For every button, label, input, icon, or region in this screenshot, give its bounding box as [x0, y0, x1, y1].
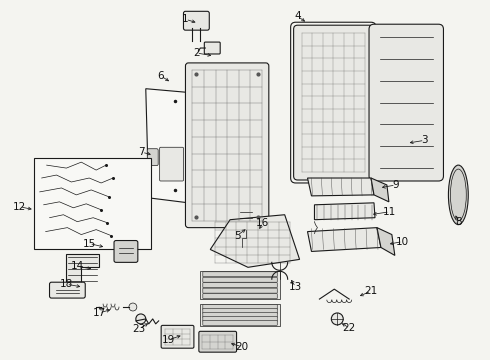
- Text: 23: 23: [132, 324, 146, 334]
- Text: 10: 10: [396, 237, 409, 247]
- FancyBboxPatch shape: [49, 282, 85, 298]
- FancyBboxPatch shape: [160, 147, 183, 181]
- Bar: [200, 304, 280, 326]
- FancyBboxPatch shape: [203, 294, 277, 298]
- FancyBboxPatch shape: [203, 277, 277, 282]
- FancyBboxPatch shape: [203, 312, 277, 318]
- Polygon shape: [308, 178, 374, 196]
- Text: 7: 7: [139, 147, 145, 157]
- FancyBboxPatch shape: [203, 272, 277, 277]
- Text: 16: 16: [256, 218, 270, 228]
- Polygon shape: [210, 215, 299, 267]
- FancyBboxPatch shape: [203, 305, 277, 310]
- Text: 11: 11: [383, 207, 396, 217]
- FancyBboxPatch shape: [369, 24, 443, 181]
- Text: 17: 17: [93, 308, 106, 318]
- FancyBboxPatch shape: [114, 240, 138, 262]
- FancyBboxPatch shape: [203, 316, 277, 321]
- FancyBboxPatch shape: [199, 331, 237, 352]
- Polygon shape: [377, 228, 395, 255]
- FancyBboxPatch shape: [203, 320, 277, 325]
- Polygon shape: [146, 89, 204, 205]
- Text: 9: 9: [392, 180, 399, 190]
- FancyBboxPatch shape: [183, 11, 209, 30]
- FancyBboxPatch shape: [147, 149, 158, 166]
- Text: 1: 1: [182, 14, 189, 24]
- Circle shape: [129, 303, 137, 311]
- Text: 2: 2: [193, 48, 200, 58]
- Text: 14: 14: [71, 261, 84, 271]
- FancyBboxPatch shape: [294, 25, 373, 180]
- Text: 19: 19: [162, 335, 175, 345]
- FancyBboxPatch shape: [203, 288, 277, 293]
- Text: 4: 4: [294, 11, 301, 21]
- Text: 13: 13: [289, 282, 302, 292]
- FancyBboxPatch shape: [203, 283, 277, 288]
- Polygon shape: [66, 255, 99, 284]
- Text: 15: 15: [83, 239, 96, 248]
- Text: 22: 22: [343, 323, 356, 333]
- Text: 18: 18: [60, 279, 73, 289]
- Ellipse shape: [448, 165, 468, 225]
- Text: 20: 20: [236, 342, 248, 352]
- FancyBboxPatch shape: [161, 325, 194, 348]
- FancyBboxPatch shape: [239, 201, 253, 231]
- FancyBboxPatch shape: [204, 42, 220, 54]
- Text: 6: 6: [157, 71, 164, 81]
- Text: 3: 3: [421, 135, 428, 145]
- FancyBboxPatch shape: [185, 63, 269, 228]
- Circle shape: [331, 313, 343, 325]
- Circle shape: [136, 314, 146, 324]
- Polygon shape: [371, 178, 389, 202]
- Polygon shape: [308, 228, 381, 251]
- Bar: [200, 271, 280, 299]
- Text: 5: 5: [234, 230, 241, 240]
- Text: 8: 8: [455, 217, 462, 227]
- FancyBboxPatch shape: [203, 309, 277, 314]
- Bar: [34, 158, 151, 249]
- Text: 21: 21: [365, 286, 378, 296]
- Polygon shape: [315, 203, 375, 220]
- Text: 12: 12: [13, 202, 26, 212]
